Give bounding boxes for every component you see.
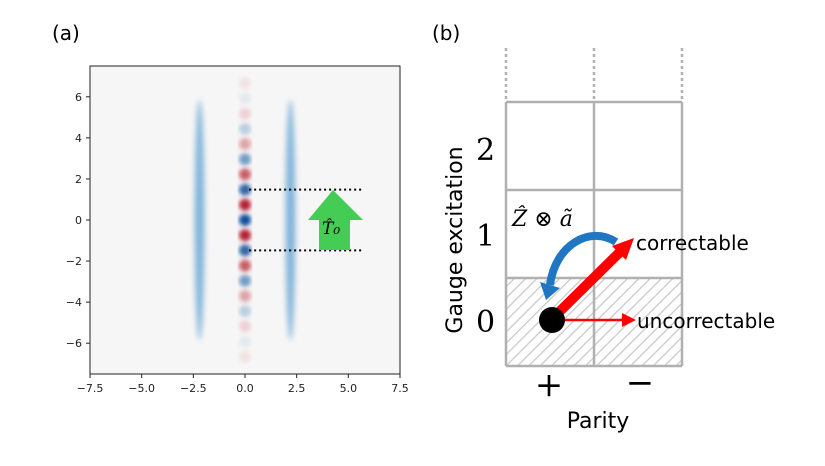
interference-spot bbox=[239, 77, 251, 90]
column-label-minus: − bbox=[626, 363, 655, 403]
interference-spot bbox=[239, 138, 251, 151]
y-tick-label: −6 bbox=[66, 337, 82, 350]
interference-spot bbox=[239, 244, 251, 257]
wigner-plot: −7.5 −5.0 −2.5 0.0 2.5 5.0 7.5 6 4 2 0 −2 −4 −6 T̂₀ bbox=[66, 65, 409, 395]
uncorrectable-label: uncorrectable bbox=[637, 309, 775, 333]
correctable-label: correctable bbox=[636, 231, 749, 255]
x-axis-label: Parity bbox=[567, 409, 630, 434]
interference-spot bbox=[239, 274, 251, 287]
interference-spot bbox=[239, 350, 251, 363]
uncorrectable-arrowhead-icon bbox=[622, 313, 636, 327]
x-tick-label: −2.5 bbox=[180, 382, 207, 395]
panel-b-label: (b) bbox=[432, 21, 460, 45]
state-dot bbox=[539, 307, 565, 333]
interference-spot bbox=[239, 289, 251, 302]
translation-arrow-icon bbox=[308, 190, 363, 250]
y-tick-label: 2 bbox=[75, 173, 82, 186]
x-tick-label: −5.0 bbox=[128, 382, 155, 395]
row-label-2: 2 bbox=[476, 133, 495, 168]
column-label-plus: + bbox=[535, 365, 564, 405]
interference-spot bbox=[239, 305, 251, 318]
x-tick-label: −7.5 bbox=[77, 382, 104, 395]
interference-spot bbox=[239, 214, 251, 226]
interference-spot bbox=[239, 153, 251, 166]
interference-spot bbox=[239, 335, 251, 348]
y-tick-label: −4 bbox=[66, 296, 82, 309]
x-tick-label: 0.0 bbox=[236, 382, 254, 395]
interference-spot bbox=[239, 259, 251, 272]
interference-spot bbox=[239, 198, 251, 211]
row-label-0: 0 bbox=[476, 305, 495, 340]
interference-spot bbox=[239, 320, 251, 333]
x-tick-label: 2.5 bbox=[288, 382, 306, 395]
y-tick-label: 0 bbox=[75, 214, 82, 227]
x-tick-label: 7.5 bbox=[391, 382, 409, 395]
ridge-1 bbox=[285, 100, 296, 340]
x-tick-label: 5.0 bbox=[340, 382, 358, 395]
row-label-1: 1 bbox=[476, 219, 495, 254]
interference-spot bbox=[239, 107, 251, 120]
y-tick-label: −2 bbox=[66, 255, 82, 268]
ridge-0 bbox=[194, 100, 205, 340]
correctable-arrow-icon bbox=[549, 244, 628, 322]
blue-curved-arrow-icon bbox=[546, 232, 619, 286]
interference-spot bbox=[239, 183, 251, 196]
panel-a-label: (a) bbox=[52, 21, 80, 45]
blue-arrowhead-icon bbox=[540, 282, 560, 300]
interference-spot bbox=[239, 229, 251, 242]
parity-gauge-grid bbox=[504, 48, 684, 368]
y-tick-label: 4 bbox=[75, 132, 82, 145]
operator-za-label: Ẑ ⊗ ã bbox=[511, 205, 573, 232]
interference-spot bbox=[239, 168, 251, 181]
interference-spot bbox=[239, 122, 251, 135]
y-axis-label: Gauge excitation bbox=[443, 146, 468, 333]
y-tick-label: 6 bbox=[75, 91, 82, 104]
interference-spot bbox=[239, 92, 251, 105]
operator-t0-label: T̂₀ bbox=[322, 219, 340, 239]
correctable-arrowhead-icon bbox=[612, 238, 634, 260]
